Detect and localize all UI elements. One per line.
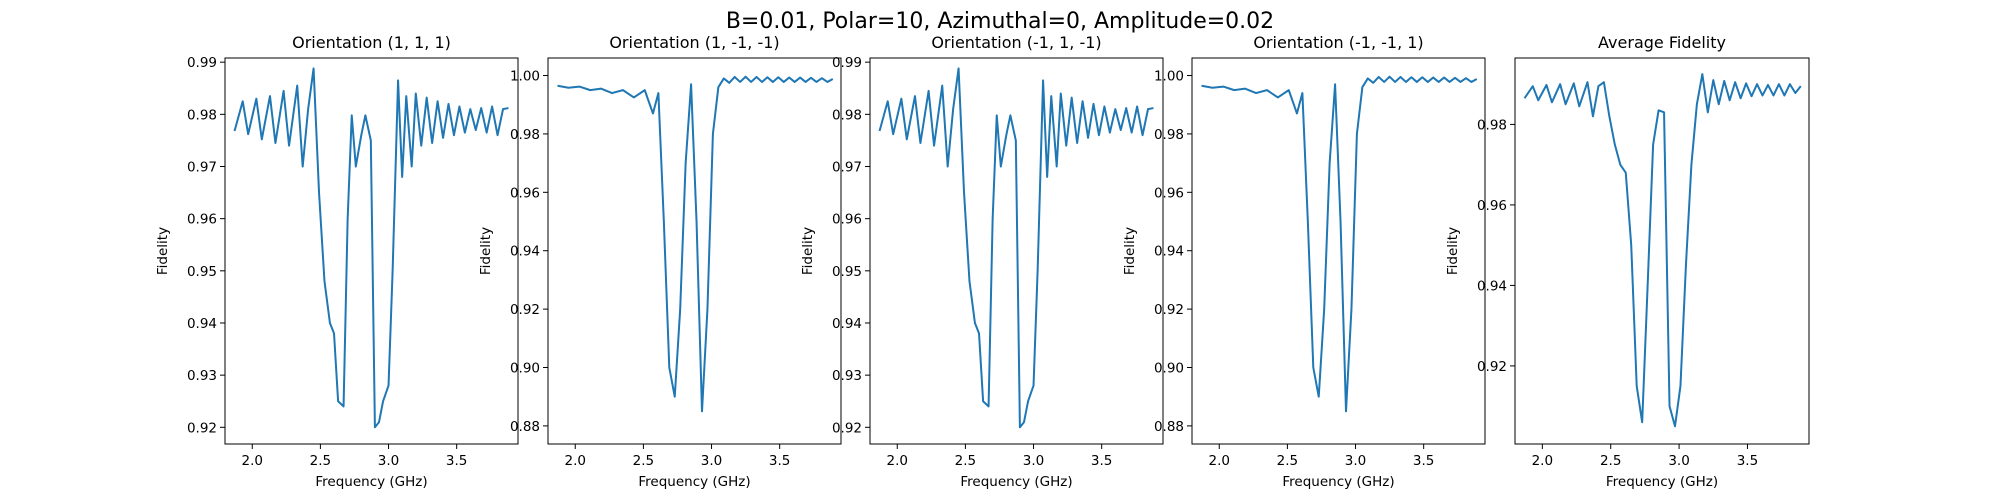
- x-tick-label: 2.0: [1209, 453, 1230, 469]
- subplot-3: Orientation (-1, 1, -1) 2.0 2.5 3.0 3.5 0.92 0…: [800, 33, 1164, 490]
- x-tick-label: 3.5: [769, 453, 790, 469]
- y-tick-label: 0.90: [510, 361, 540, 377]
- y-axis-label: Fidelity: [1445, 227, 1461, 275]
- x-tick-label: 2.0: [565, 453, 586, 469]
- x-axis-label: Frequency (GHz): [960, 474, 1072, 490]
- subplot-4: Orientation (-1, -1, 1) 2.0 2.5 3.0 3.5 0.88 0…: [1122, 33, 1486, 490]
- y-tick-label: 0.94: [1477, 278, 1507, 294]
- y-axis-label: Fidelity: [1122, 227, 1138, 275]
- x-tick-label: 2.5: [633, 453, 654, 469]
- y-tick-label: 0.92: [1154, 302, 1184, 318]
- y-tick-label: 0.98: [832, 107, 862, 123]
- subplot-title: Average Fidelity: [1598, 33, 1726, 52]
- y-tick-label: 0.98: [510, 127, 540, 143]
- y-tick-label: 0.90: [1154, 361, 1184, 377]
- y-tick-label: 0.94: [832, 316, 862, 332]
- x-tick-label: 2.5: [1277, 453, 1298, 469]
- x-tick-label: 3.0: [1345, 453, 1366, 469]
- x-tick-label: 2.5: [310, 453, 331, 469]
- x-tick-label: 2.5: [955, 453, 976, 469]
- x-tick-label: 3.5: [446, 453, 467, 469]
- x-axis-label: Frequency (GHz): [1606, 474, 1718, 490]
- y-tick-label: 0.96: [510, 185, 540, 201]
- subplot-2: Orientation (1, -1, -1) 2.0 2.5 3.0 3.5 0.88 0…: [478, 33, 842, 490]
- axes-frame: [869, 57, 1164, 445]
- y-tick-label: 0.88: [510, 419, 540, 435]
- fidelity-line: [557, 75, 834, 413]
- subplot-title: Orientation (-1, 1, -1): [931, 33, 1101, 52]
- y-tick-label: 0.92: [832, 420, 862, 436]
- y-tick-label: 0.99: [832, 55, 862, 71]
- subplot-title: Orientation (-1, -1, 1): [1253, 33, 1423, 52]
- y-tick-label: 0.95: [187, 264, 217, 280]
- y-tick-label: 0.96: [832, 212, 862, 228]
- fidelity-line: [1523, 73, 1802, 428]
- x-tick-label: 2.5: [1600, 453, 1621, 469]
- y-tick-label: 0.88: [1154, 419, 1184, 435]
- x-tick-label: 3.0: [1668, 453, 1689, 469]
- x-tick-label: 3.0: [701, 453, 722, 469]
- subplot-5: Average Fidelity 2.0 2.5 3.0 3.5 0.92 0.94 0.96…: [1445, 33, 1810, 490]
- y-tick-label: 0.94: [510, 244, 540, 260]
- subplot-1: Orientation (1, 1, 1) 2.0 2.5 3.0 3.5 0.92 0.9…: [155, 33, 519, 490]
- x-axis-label: Frequency (GHz): [1282, 474, 1394, 490]
- x-axis-label: Frequency (GHz): [315, 474, 427, 490]
- y-tick-label: 0.98: [1154, 127, 1184, 143]
- y-tick-label: 0.93: [832, 368, 862, 384]
- y-tick-label: 0.97: [832, 159, 862, 175]
- y-tick-label: 0.96: [1154, 185, 1184, 201]
- fidelity-line: [878, 67, 1154, 429]
- y-tick-label: 0.98: [187, 107, 217, 123]
- y-tick-label: 0.94: [187, 316, 217, 332]
- y-tick-label: 0.97: [187, 159, 217, 175]
- x-tick-label: 2.0: [887, 453, 908, 469]
- y-axis-label: Fidelity: [155, 227, 171, 275]
- x-tick-label: 2.0: [1532, 453, 1553, 469]
- subplot-title: Orientation (1, -1, -1): [609, 33, 779, 52]
- y-tick-label: 0.92: [1477, 359, 1507, 375]
- fidelity-line: [233, 67, 509, 429]
- y-tick-label: 0.96: [187, 212, 217, 228]
- y-tick-label: 1.00: [510, 69, 540, 85]
- x-tick-label: 3.5: [1091, 453, 1112, 469]
- y-axis-label: Fidelity: [800, 227, 816, 275]
- x-axis-label: Frequency (GHz): [638, 474, 750, 490]
- x-tick-label: 3.0: [1023, 453, 1044, 469]
- y-tick-label: 1.00: [1154, 69, 1184, 85]
- x-tick-label: 3.5: [1737, 453, 1758, 469]
- axes-frame: [1514, 57, 1810, 445]
- y-tick-label: 0.95: [832, 264, 862, 280]
- y-tick-label: 0.98: [1477, 117, 1507, 133]
- y-tick-label: 0.92: [510, 302, 540, 318]
- y-tick-label: 0.93: [187, 368, 217, 384]
- subplot-title: Orientation (1, 1, 1): [292, 33, 451, 52]
- y-tick-label: 0.96: [1477, 198, 1507, 214]
- axes-frame: [224, 57, 519, 445]
- y-tick-label: 0.99: [187, 55, 217, 71]
- fidelity-line: [1201, 75, 1478, 413]
- y-tick-label: 0.94: [1154, 244, 1184, 260]
- x-tick-label: 3.5: [1413, 453, 1434, 469]
- y-axis-label: Fidelity: [478, 227, 494, 275]
- y-tick-label: 0.92: [187, 420, 217, 436]
- x-tick-label: 3.0: [378, 453, 399, 469]
- x-tick-label: 2.0: [242, 453, 263, 469]
- figure-suptitle: B=0.01, Polar=10, Azimuthal=0, Amplitude…: [726, 9, 1274, 34]
